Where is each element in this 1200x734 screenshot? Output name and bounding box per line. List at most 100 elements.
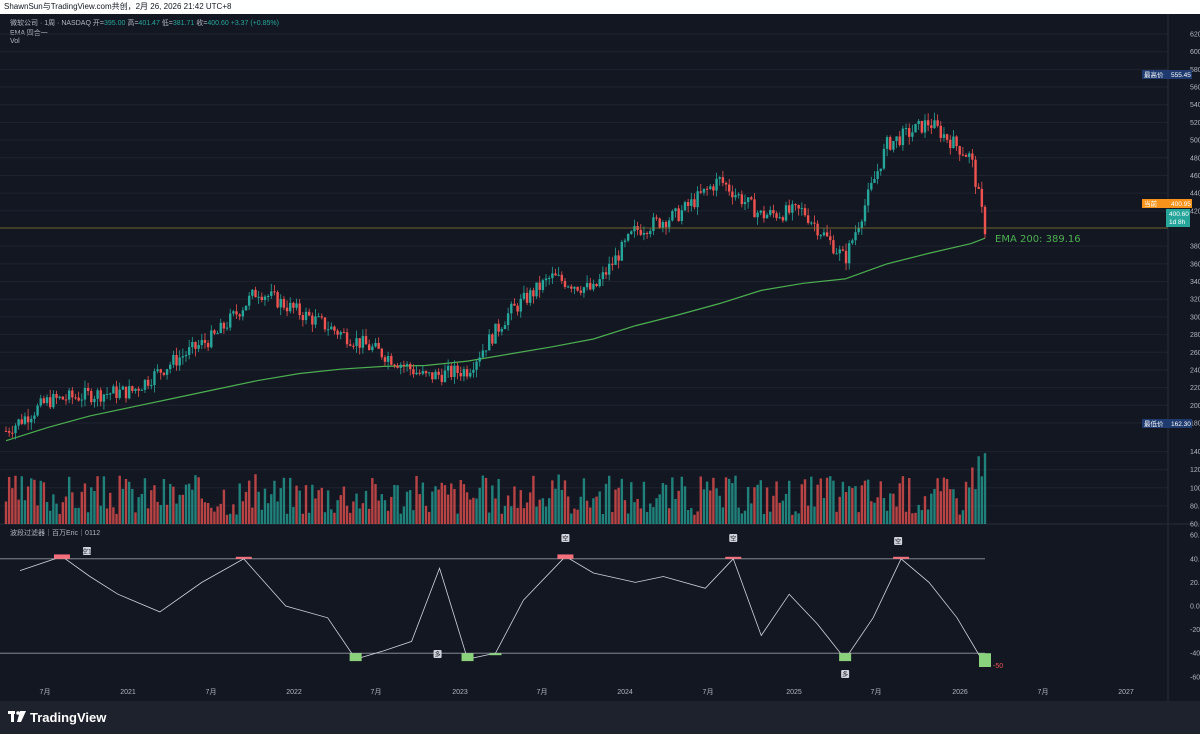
volume-indicator-legend[interactable]: Vol (10, 38, 20, 45)
symbol-legend[interactable]: 微软公司 · 1周 · NASDAQ 开=395.00 高=401.47 低=3… (10, 18, 279, 28)
candle-body (45, 397, 49, 404)
candle-body (396, 365, 399, 368)
time-axis-label: 2026 (952, 689, 968, 696)
volume-bar (791, 514, 794, 524)
candle-body (197, 345, 200, 349)
volume-bar (437, 489, 440, 524)
candle-body (481, 350, 485, 358)
candle-body (686, 202, 690, 206)
volume-bar (390, 496, 393, 524)
price-axis-label: 220.00 (1190, 385, 1200, 392)
volume-bar (911, 513, 914, 524)
candle-body (870, 182, 873, 190)
candle-body (424, 371, 428, 374)
volume-bar (822, 497, 826, 524)
volume-bar (200, 498, 203, 524)
volume-bar (961, 510, 965, 524)
candle-body (77, 397, 80, 401)
volume-bar (566, 496, 570, 524)
volume-bar (882, 498, 886, 524)
candle-body (279, 298, 282, 308)
candle-body (926, 120, 930, 126)
volume-bar (301, 513, 305, 524)
volume-bar (165, 504, 169, 524)
candle-body (326, 329, 330, 331)
volume-bar (813, 506, 816, 524)
volume-bar (345, 505, 349, 524)
candle-body (582, 287, 586, 293)
volume-bar (652, 507, 655, 524)
volume-bar (866, 479, 870, 524)
candle-body (102, 394, 106, 402)
footer: TradingView (0, 701, 1200, 734)
price-axis-label: 420.00 (1190, 208, 1200, 215)
candle-body (491, 334, 494, 344)
candle-body (317, 316, 320, 318)
candle-body (857, 228, 860, 233)
volume-bar (949, 489, 952, 524)
candle-body (866, 189, 870, 206)
volume-bar (595, 496, 598, 524)
buy-long-marker-bg (433, 650, 442, 658)
volume-bar (140, 493, 143, 524)
candle-body (304, 311, 308, 321)
candle-body (390, 355, 393, 365)
candle-body (178, 357, 181, 366)
candle-body (475, 361, 478, 370)
ema-indicator-legend[interactable]: EMA 四合一 (10, 30, 48, 37)
volume-bar (121, 488, 125, 524)
oscillator-pane: 空1空空空多多 (0, 534, 991, 679)
candle-body (658, 218, 661, 228)
volume-bar (892, 493, 895, 524)
volume-bar (664, 484, 668, 524)
volume-bar (127, 481, 131, 524)
volume-bar (244, 491, 248, 524)
candle-body (298, 303, 301, 316)
oversold-zone (839, 653, 852, 662)
candle-body (412, 369, 415, 375)
volume-bar (238, 483, 241, 524)
candle-body (213, 330, 216, 334)
volume-bar (589, 507, 592, 524)
tradingview-logo[interactable]: TradingView (8, 710, 106, 725)
candle-body (232, 311, 235, 314)
volume-bar (914, 512, 917, 524)
candle-body (551, 273, 554, 279)
price-axis-label: 380.00 (1190, 244, 1200, 251)
lowest-tag-label: 最低价 (1144, 419, 1164, 428)
volume-bar (11, 488, 14, 524)
candle-body (895, 136, 898, 142)
volume-bar (45, 502, 49, 524)
oscillator-legend[interactable]: 波段过滤器｜百万Eric｜0112 (10, 530, 101, 537)
volume-bar (178, 494, 181, 524)
candle-body (146, 379, 150, 386)
volume-bar (187, 483, 191, 524)
volume-bar (311, 484, 314, 524)
candle-body (285, 307, 289, 312)
volume-bar (109, 492, 112, 524)
volume-bar (797, 513, 800, 524)
candle-body (885, 137, 889, 149)
volume-bar (971, 467, 974, 524)
volume-bar (642, 481, 646, 524)
price-axis-label: 280.00 (1190, 332, 1200, 339)
candle-body (222, 322, 226, 329)
time-axis-label: 7月 (40, 688, 51, 696)
volume-bar (667, 508, 671, 524)
tradingview-icon (8, 710, 26, 725)
volume-bar (424, 505, 428, 524)
price-axis-label: 300.00 (1190, 314, 1200, 321)
low-label: 低= (161, 20, 173, 27)
volume-bar (844, 492, 848, 524)
volume-bar (235, 514, 238, 524)
volume-bar (690, 508, 693, 524)
symbol-name: 微软公司 · 1周 · NASDAQ (10, 20, 91, 27)
current-tag-label: 当前 (1144, 199, 1158, 208)
candle-body (778, 217, 781, 219)
volume-bar (440, 482, 444, 524)
volume-bar (377, 500, 380, 524)
volume-bar (232, 504, 235, 524)
ema-200-line (5, 237, 986, 442)
